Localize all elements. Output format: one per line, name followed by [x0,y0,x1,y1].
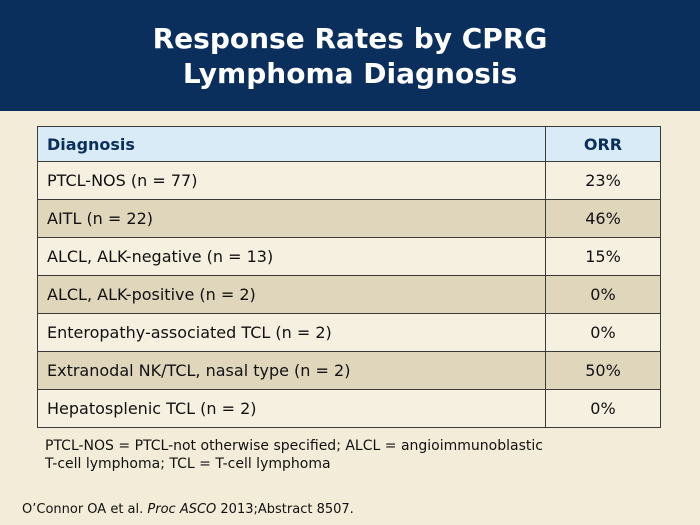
column-header-diagnosis: Diagnosis [37,126,546,162]
response-rates-table: Diagnosis ORR PTCL-NOS (n = 77) 23% AITL… [37,126,661,428]
table-row: Hepatosplenic TCL (n = 2) 0% [37,389,661,428]
diagnosis-cell: PTCL-NOS (n = 77) [37,161,546,200]
citation: O’Connor OA et al. Proc ASCO 2013;Abstra… [22,502,354,517]
orr-cell: 0% [545,313,661,352]
table-header-row: Diagnosis ORR [37,126,661,162]
footnote-line-1: PTCL-NOS = PTCL-not otherwise specified;… [45,438,543,454]
orr-cell: 50% [545,351,661,390]
table-row: ALCL, ALK-positive (n = 2) 0% [37,275,661,314]
diagnosis-cell: Enteropathy-associated TCL (n = 2) [37,313,546,352]
orr-cell: 0% [545,389,661,428]
table-row: PTCL-NOS (n = 77) 23% [37,161,661,200]
citation-authors: O’Connor OA et al. [22,502,148,517]
abbreviations-footnote: PTCL-NOS = PTCL-not otherwise specified;… [45,437,665,473]
orr-cell: 23% [545,161,661,200]
orr-cell: 0% [545,275,661,314]
table-row: Extranodal NK/TCL, nasal type (n = 2) 50… [37,351,661,390]
citation-journal: Proc ASCO [147,502,217,517]
diagnosis-cell: ALCL, ALK-positive (n = 2) [37,275,546,314]
column-header-orr: ORR [545,126,661,162]
diagnosis-cell: Hepatosplenic TCL (n = 2) [37,389,546,428]
table-row: ALCL, ALK-negative (n = 13) 15% [37,237,661,276]
diagnosis-cell: AITL (n = 22) [37,199,546,238]
diagnosis-cell: Extranodal NK/TCL, nasal type (n = 2) [37,351,546,390]
footnote-line-2: T-cell lymphoma; TCL = T-cell lymphoma [45,456,331,472]
slide-title-line-2: Lymphoma Diagnosis [182,56,518,90]
diagnosis-cell: ALCL, ALK-negative (n = 13) [37,237,546,276]
orr-cell: 46% [545,199,661,238]
orr-cell: 15% [545,237,661,276]
table-row: Enteropathy-associated TCL (n = 2) 0% [37,313,661,352]
table-row: AITL (n = 22) 46% [37,199,661,238]
citation-details: 2013;Abstract 8507. [216,502,354,517]
slide-title-line-1: Response Rates by CPRG [152,21,548,55]
title-bar: Response Rates by CPRG Lymphoma Diagnosi… [0,0,700,111]
